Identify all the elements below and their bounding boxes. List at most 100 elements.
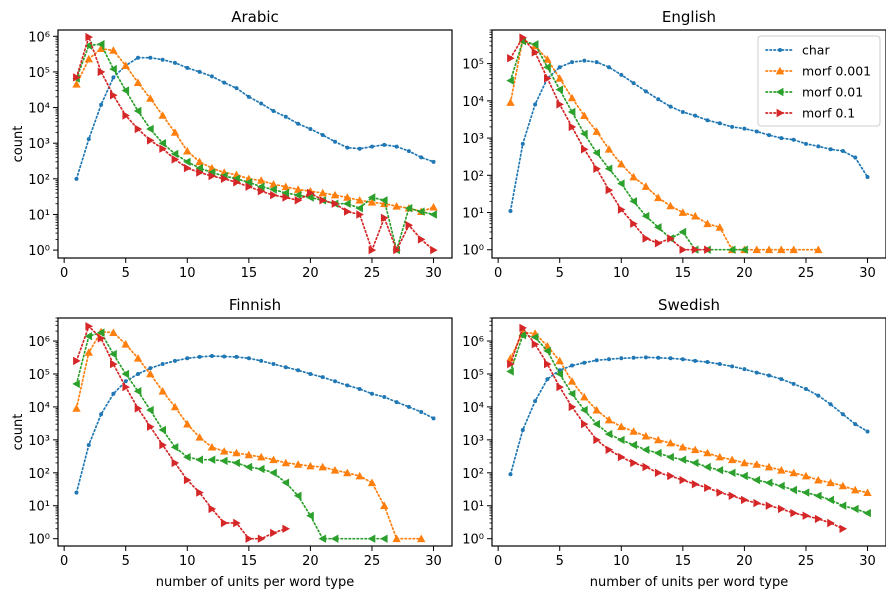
data-point (791, 137, 796, 142)
data-point (678, 443, 687, 451)
x-tick-label: 15 (241, 266, 258, 281)
data-point (789, 245, 798, 254)
data-point (417, 207, 425, 216)
data-point (171, 155, 180, 164)
data-point (666, 201, 675, 210)
series-morf_0-01 (72, 328, 388, 543)
data-point (656, 355, 661, 360)
y-tick-label: 10² (28, 173, 50, 188)
x-tick-label: 20 (736, 266, 753, 281)
panel-english: English 0 5 10 15 20 25 30 10⁰ 10¹ 10² 10³ 10⁴ 10⁵ cha… (462, 8, 886, 281)
series-line (75, 324, 287, 540)
data-point (740, 458, 749, 467)
panel-swedish: Swedish 0 5 10 15 20 25 30 10⁰ 10¹ 10² 10³ 10⁴ 10⁵ 10⁶… (462, 296, 886, 590)
data-point (429, 203, 438, 211)
data-point (380, 501, 389, 510)
data-point (703, 219, 712, 228)
data-point (380, 534, 388, 543)
x-tick-label: 15 (675, 554, 692, 569)
data-point (654, 239, 663, 248)
series-morf_0-001 (506, 35, 823, 254)
data-point (518, 331, 527, 340)
data-point (147, 136, 155, 145)
data-point (580, 129, 588, 138)
data-point (220, 518, 229, 528)
data-point (764, 462, 774, 471)
data-point (557, 65, 562, 70)
data-point (220, 174, 229, 183)
x-tick-label: 20 (302, 554, 319, 569)
data-point (767, 133, 772, 138)
data-point (715, 452, 724, 461)
data-point (814, 514, 823, 524)
data-point (604, 164, 613, 173)
data-point (283, 114, 288, 119)
data-point (827, 518, 835, 528)
data-point (617, 179, 625, 188)
data-point (134, 124, 143, 134)
data-point (567, 389, 576, 398)
data-point (72, 404, 81, 412)
data-point (271, 362, 276, 367)
data-point (594, 60, 599, 65)
data-point (629, 197, 637, 206)
data-point (209, 74, 214, 79)
data-point (507, 54, 515, 63)
data-point (330, 534, 339, 543)
data-point (146, 405, 154, 415)
legend-label: char (802, 43, 830, 58)
axes-frame (57, 317, 453, 547)
data-point (667, 234, 675, 243)
data-point (740, 471, 748, 481)
data-point (257, 464, 265, 474)
data-point (605, 445, 614, 454)
data-point (270, 190, 278, 200)
data-point (863, 508, 871, 518)
data-point (678, 208, 687, 216)
data-point (778, 504, 786, 514)
data-point (567, 377, 577, 385)
data-point (544, 359, 552, 369)
data-point (109, 46, 118, 54)
data-point (777, 466, 786, 474)
data-point (319, 196, 327, 205)
data-point (367, 193, 376, 202)
data-point (207, 455, 216, 464)
data-point (508, 472, 513, 477)
x-tick-label: 0 (494, 554, 502, 569)
series-morf_0-1 (73, 32, 438, 255)
data-point (296, 368, 301, 373)
legend-label: morf 0.001 (802, 64, 871, 79)
data-point (271, 109, 276, 114)
data-point (530, 40, 539, 49)
data-point (629, 440, 637, 450)
data-point (839, 524, 848, 533)
data-point (654, 448, 662, 458)
series-line (75, 47, 435, 213)
series-line (509, 356, 869, 476)
data-point (533, 102, 538, 107)
data-point (171, 458, 180, 468)
data-point (293, 491, 302, 500)
data-point (146, 124, 154, 134)
data-point (122, 382, 130, 392)
data-point (814, 475, 823, 484)
data-point (567, 107, 576, 117)
data-point (293, 190, 302, 200)
data-point (668, 104, 673, 109)
data-point (740, 245, 748, 254)
data-point (158, 139, 166, 148)
x-tick-label: 5 (122, 554, 130, 569)
data-point (394, 400, 399, 405)
series-morf_0-001 (72, 44, 438, 215)
data-point (382, 394, 387, 399)
data-point (556, 100, 564, 109)
data-point (555, 85, 564, 94)
series-line (509, 334, 869, 514)
data-point (146, 94, 155, 102)
data-point (716, 488, 724, 497)
data-point (357, 386, 362, 391)
data-point (308, 127, 313, 132)
data-point (865, 429, 870, 434)
